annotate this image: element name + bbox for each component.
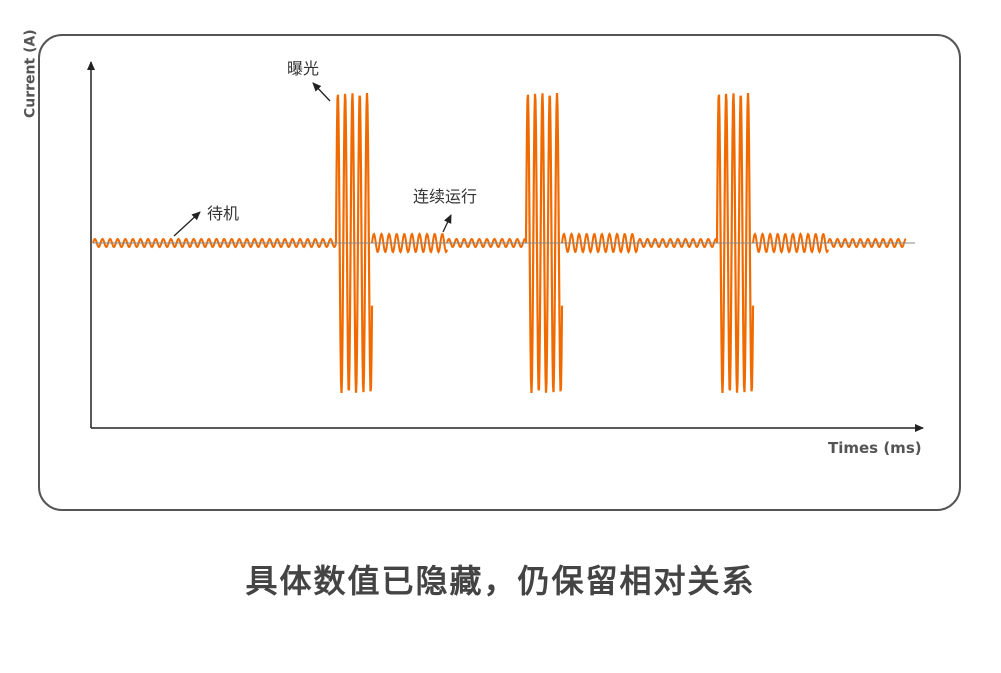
standby-arrow bbox=[173, 211, 201, 237]
exposure-arrow bbox=[312, 82, 331, 102]
waveform-segment-standby bbox=[446, 237, 527, 249]
waveform-segment-running bbox=[752, 232, 829, 254]
exposure-label: 曝光 bbox=[287, 59, 320, 78]
waveform-segment-running bbox=[371, 232, 448, 254]
standby-label: 待机 bbox=[207, 204, 240, 223]
x-axis-label: Times (ms) bbox=[828, 439, 922, 457]
caption: 具体数值已隐藏，仍保留相对关系 bbox=[245, 562, 756, 600]
waveform-segment-standby bbox=[637, 237, 718, 249]
waveform-segment-exposure bbox=[715, 92, 755, 394]
diagram-frame bbox=[38, 34, 961, 511]
running-label: 连续运行 bbox=[413, 187, 478, 206]
waveform-segment-standby bbox=[827, 237, 907, 249]
waveform-segment-exposure bbox=[334, 92, 374, 394]
waveform bbox=[92, 92, 907, 394]
y-axis-label: Current (A) bbox=[22, 29, 39, 118]
running-arrow bbox=[442, 214, 452, 233]
waveform-segment-exposure bbox=[524, 92, 564, 394]
